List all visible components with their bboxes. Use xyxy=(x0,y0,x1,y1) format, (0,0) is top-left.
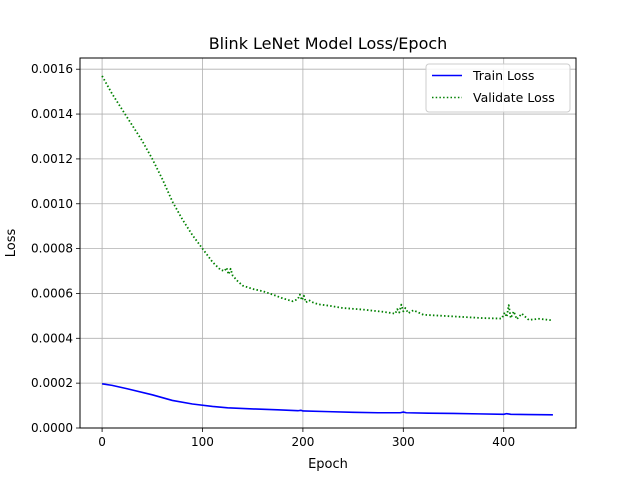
y-tick-label: 0.0014 xyxy=(31,107,73,121)
series-line-train-loss xyxy=(101,383,553,416)
plot-frame xyxy=(79,57,577,429)
y-tick-label: 0.0006 xyxy=(31,286,73,300)
legend-label-validate-loss: Validate Loss xyxy=(473,90,555,105)
y-tick-label: 0.0016 xyxy=(31,62,73,76)
legend: Train Loss Validate Loss xyxy=(425,63,571,113)
legend-label-train-loss: Train Loss xyxy=(472,68,534,83)
y-tick-label: 0.0010 xyxy=(31,197,73,211)
x-tick-label: 0 xyxy=(98,435,106,449)
y-tick-label: 0.0002 xyxy=(31,376,73,390)
series-lines xyxy=(101,75,554,416)
x-tick-label: 300 xyxy=(392,435,415,449)
x-tick-label: 200 xyxy=(291,435,314,449)
grid-lines xyxy=(80,58,576,429)
y-tick-label: 0.0000 xyxy=(31,421,73,435)
chart-title: Blink LeNet Model Loss/Epoch xyxy=(209,34,448,53)
x-axis-label: Epoch xyxy=(308,457,348,472)
y-tick-label: 0.0004 xyxy=(31,331,73,345)
x-tick-label: 100 xyxy=(191,435,214,449)
y-tick-label: 0.0012 xyxy=(31,152,73,166)
x-tick-label: 400 xyxy=(492,435,515,449)
y-tick-label: 0.0008 xyxy=(31,242,73,256)
y-axis-label: Loss xyxy=(4,229,19,258)
axis-ticks: 0 100 200 300 400 0.0000 0.0002 0.0004 0.0006 0.0… xyxy=(31,62,515,449)
